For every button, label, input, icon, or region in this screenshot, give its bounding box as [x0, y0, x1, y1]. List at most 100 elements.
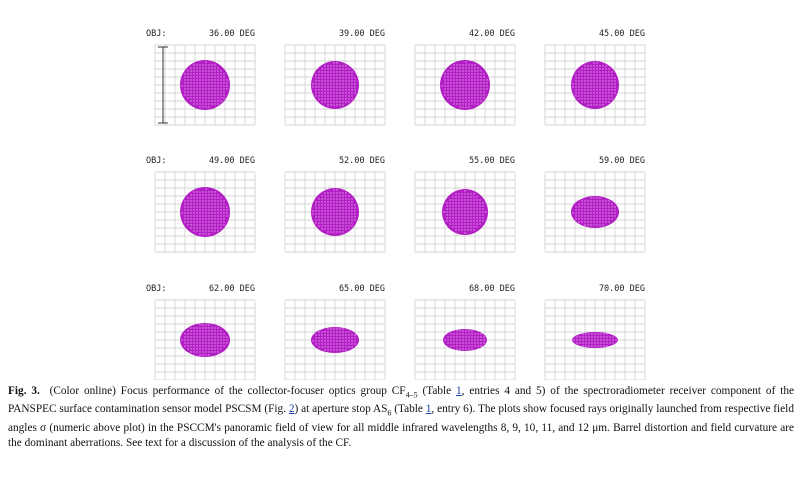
ray-dot — [584, 80, 586, 82]
ray-dot — [193, 79, 195, 81]
ray-dot — [464, 190, 466, 192]
ray-dot — [217, 230, 219, 232]
ray-dot — [590, 215, 592, 217]
ray-dot — [345, 198, 347, 200]
ray-dot — [462, 333, 464, 335]
ray-dot — [339, 222, 341, 224]
ray-dot — [211, 224, 213, 226]
ray-dot — [324, 101, 326, 103]
ray-dot — [333, 228, 335, 230]
ray-dot — [327, 195, 329, 197]
ray-dot — [199, 233, 201, 235]
ray-dot — [330, 334, 332, 336]
ray-dot — [184, 212, 186, 214]
ray-dot — [336, 228, 338, 230]
ray-dot — [339, 77, 341, 79]
ray-dot — [199, 330, 201, 332]
spot — [180, 323, 230, 357]
ray-dot — [473, 220, 475, 222]
ray-dot — [318, 216, 320, 218]
ray-dot — [339, 98, 341, 100]
ray-dot — [324, 331, 326, 333]
ray-dot — [477, 85, 479, 87]
ray-dot — [217, 206, 219, 208]
ray-dot — [223, 218, 225, 220]
ray-dot — [214, 197, 216, 199]
ray-dot — [575, 95, 577, 97]
ray-dot — [452, 202, 454, 204]
ray-dot — [465, 88, 467, 90]
ray-dot — [184, 73, 186, 75]
ray-dot — [465, 345, 467, 347]
ray-dot — [606, 333, 608, 335]
ray-dot — [471, 73, 473, 75]
ray-dot — [473, 226, 475, 228]
ray-dot — [330, 219, 332, 221]
ray-dot — [482, 205, 484, 207]
ray-dot — [196, 209, 198, 211]
ray-dot — [205, 103, 207, 105]
ray-dot — [449, 214, 451, 216]
ray-dot — [447, 94, 449, 96]
ray-dot — [590, 197, 592, 199]
ray-dot — [606, 336, 608, 338]
ray-dot — [474, 70, 476, 72]
ray-dot — [581, 95, 583, 97]
ray-dot — [336, 92, 338, 94]
ray-dot — [318, 343, 320, 345]
ray-dot — [459, 70, 461, 72]
ray-dot — [184, 336, 186, 338]
ray-dot — [584, 68, 586, 70]
ray-dot — [217, 200, 219, 202]
ray-dot — [321, 210, 323, 212]
ray-dot — [462, 348, 464, 350]
ray-dot — [450, 100, 452, 102]
ray-dot — [480, 94, 482, 96]
ray-dot — [608, 98, 610, 100]
ray-dot — [468, 100, 470, 102]
ray-dot — [345, 346, 347, 348]
spot — [180, 60, 230, 110]
ray-dot — [190, 215, 192, 217]
ray-dot — [321, 340, 323, 342]
ray-dot — [208, 327, 210, 329]
ray-dot — [199, 327, 201, 329]
ray-dot — [453, 91, 455, 93]
ray-dot — [342, 77, 344, 79]
ray-dot — [223, 203, 225, 205]
ray-dot — [342, 222, 344, 224]
ray-dot — [351, 89, 353, 91]
ray-dot — [465, 64, 467, 66]
figure-link[interactable]: 2 — [288, 403, 295, 416]
table-link[interactable]: 1 — [456, 385, 462, 397]
ray-dot — [202, 73, 204, 75]
ray-dot — [468, 67, 470, 69]
ray-dot — [217, 348, 219, 350]
ray-dot — [327, 83, 329, 85]
ray-dot — [474, 76, 476, 78]
ray-dot — [339, 195, 341, 197]
ray-dot — [471, 342, 473, 344]
ray-dot — [351, 207, 353, 209]
ray-dot — [333, 349, 335, 351]
ray-dot — [321, 219, 323, 221]
ray-dot — [345, 337, 347, 339]
ray-dot — [199, 85, 201, 87]
ray-dot — [468, 348, 470, 350]
ray-dot — [446, 208, 448, 210]
ray-dot — [581, 86, 583, 88]
ray-dot — [477, 67, 479, 69]
ray-dot — [458, 208, 460, 210]
ray-dot — [333, 216, 335, 218]
ray-dot — [324, 83, 326, 85]
ray-dot — [226, 206, 228, 208]
ray-dot — [184, 91, 186, 93]
ray-dot — [480, 85, 482, 87]
table-link[interactable]: 1 — [425, 403, 432, 416]
ray-dot — [208, 194, 210, 196]
ray-dot — [593, 224, 595, 226]
ray-dot — [324, 201, 326, 203]
ray-dot — [452, 205, 454, 207]
ray-dot — [345, 65, 347, 67]
ray-dot — [458, 226, 460, 228]
